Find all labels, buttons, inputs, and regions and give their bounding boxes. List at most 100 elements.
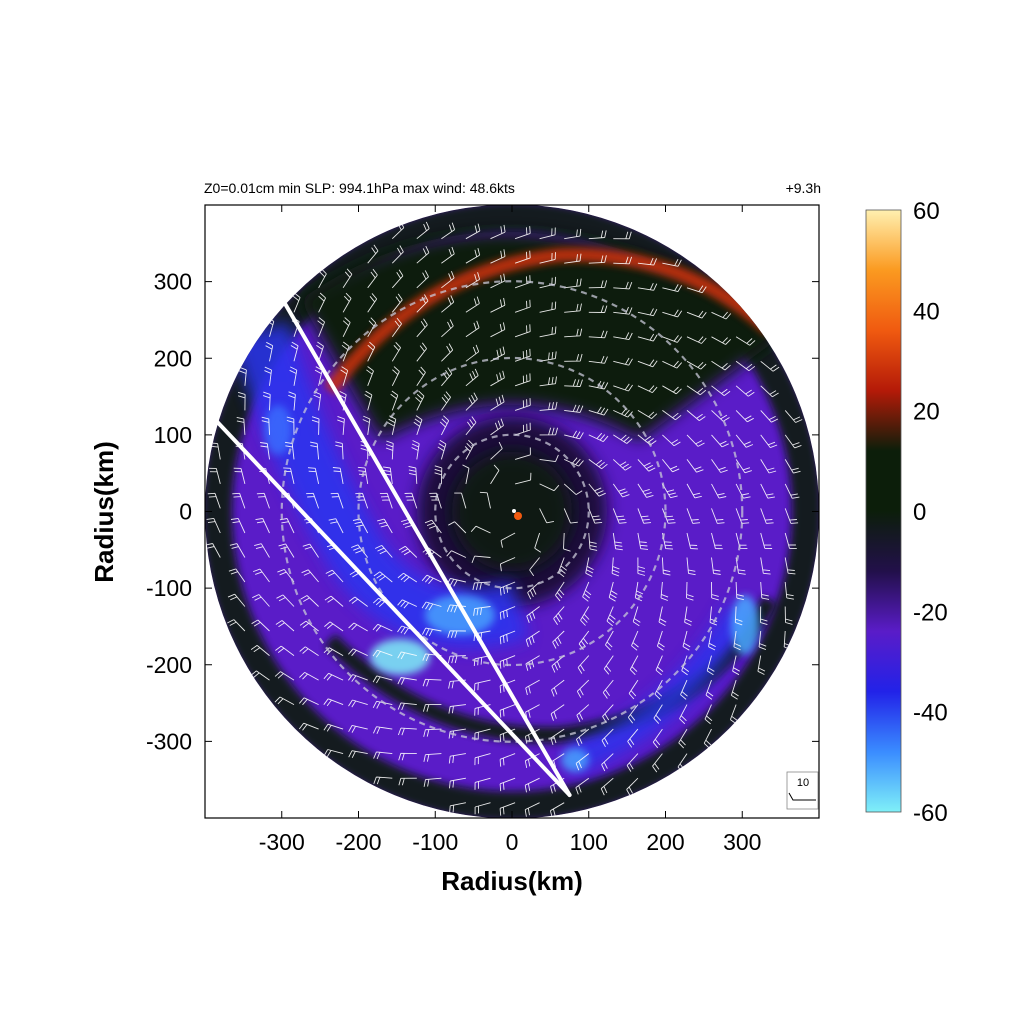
wind-barb [575, 753, 590, 771]
wind-barb [490, 418, 504, 436]
wind-barb [390, 390, 399, 411]
wind-barb [499, 777, 516, 792]
wind-barb [348, 674, 368, 682]
wind-barb [514, 373, 531, 387]
wind-barb [735, 385, 755, 397]
inner-dark-eye [452, 451, 572, 572]
wind-barb [465, 416, 477, 436]
wind-barb [527, 581, 540, 600]
track-line [214, 419, 572, 798]
wind-barb [479, 491, 491, 509]
barb-reference-box [786, 771, 819, 810]
colorbar-tick-label: -20 [913, 599, 948, 626]
wind-barb [758, 630, 767, 651]
track-line [283, 302, 572, 798]
wind-barb [449, 802, 466, 814]
wind-barb [398, 752, 417, 761]
wind-barb [784, 483, 800, 499]
wind-barb [348, 724, 368, 733]
wind-barb [490, 273, 506, 289]
wind-barb [391, 366, 400, 387]
wind-barb [416, 294, 429, 313]
wind-barb [332, 467, 344, 484]
wind-barb [682, 630, 691, 651]
wind-barb [340, 366, 349, 386]
wind-barb [397, 599, 417, 609]
wind-barb [465, 344, 480, 362]
wind-barb [302, 543, 319, 558]
wind-barb [462, 464, 470, 484]
wind-barb [551, 679, 565, 697]
wind-barb [323, 723, 344, 732]
wind-barb [265, 341, 274, 362]
wind-barb [261, 416, 270, 435]
wind-barb [686, 385, 707, 396]
wind-barb [652, 753, 663, 773]
wind-barb [525, 655, 540, 671]
wind-barb [760, 508, 774, 524]
wind-barb [628, 679, 639, 700]
wind-barb [612, 508, 627, 524]
wind-barb [539, 376, 557, 387]
plot-area [205, 205, 819, 818]
wind-barb [653, 704, 663, 724]
wind-barb [372, 675, 393, 684]
wind-barb [563, 532, 571, 552]
wind-barb [564, 404, 584, 413]
wind-barb [711, 483, 727, 499]
wind-barb [576, 679, 590, 698]
wind-barb [206, 517, 221, 534]
wind-barb [391, 341, 401, 362]
wind-barb [613, 383, 633, 392]
wind-barb [499, 753, 516, 767]
x-tick-label: 300 [723, 829, 761, 855]
wind-barb [284, 441, 295, 460]
wind-barb [465, 392, 478, 411]
wind-barb [421, 627, 442, 637]
wind-barb [274, 696, 295, 705]
wind-barb [397, 651, 417, 660]
wind-barb [465, 223, 481, 240]
wind-barb [662, 284, 682, 293]
wind-barb [298, 722, 319, 731]
colorbar-ticks: 60 40 20 0 -20 -40 -60 [913, 198, 948, 827]
wind-barb [760, 434, 778, 449]
wind-barb [398, 545, 418, 558]
y-tick-label: -200 [146, 652, 192, 678]
wind-barb [588, 330, 608, 339]
wind-barb [446, 550, 467, 558]
wind-barb [499, 557, 516, 572]
x-tick-label: 0 [506, 829, 519, 855]
wind-barb [686, 557, 696, 576]
wind-barb [499, 704, 516, 718]
wind-barb [423, 777, 442, 787]
wind-barb [637, 333, 658, 342]
wind-barb [499, 581, 516, 596]
wind-barb [362, 415, 371, 435]
wind-barb [441, 295, 455, 313]
wind-barb [499, 802, 516, 816]
wind-barb [335, 441, 344, 460]
warm-arc [324, 247, 775, 395]
wind-barb [470, 525, 491, 534]
wind-barb [600, 777, 614, 796]
wind-barb [686, 285, 707, 294]
wind-barb [626, 777, 639, 797]
colorbar-tick-label: 60 [913, 198, 940, 225]
wind-barb [784, 606, 793, 625]
wind-barb [499, 606, 516, 620]
wind-barb [588, 380, 609, 390]
wind-barb [373, 751, 393, 760]
wind-barb [784, 410, 803, 423]
wind-barb [686, 508, 701, 524]
wind-barb [408, 465, 418, 484]
wind-barb [686, 483, 702, 499]
wind-barb [588, 508, 603, 524]
wind-barb [784, 532, 797, 549]
wind-barb [605, 630, 614, 651]
y-tick-label: 100 [154, 422, 192, 448]
wind-barb [413, 415, 423, 436]
wind-barb [588, 532, 598, 551]
wind-barb [447, 630, 466, 638]
